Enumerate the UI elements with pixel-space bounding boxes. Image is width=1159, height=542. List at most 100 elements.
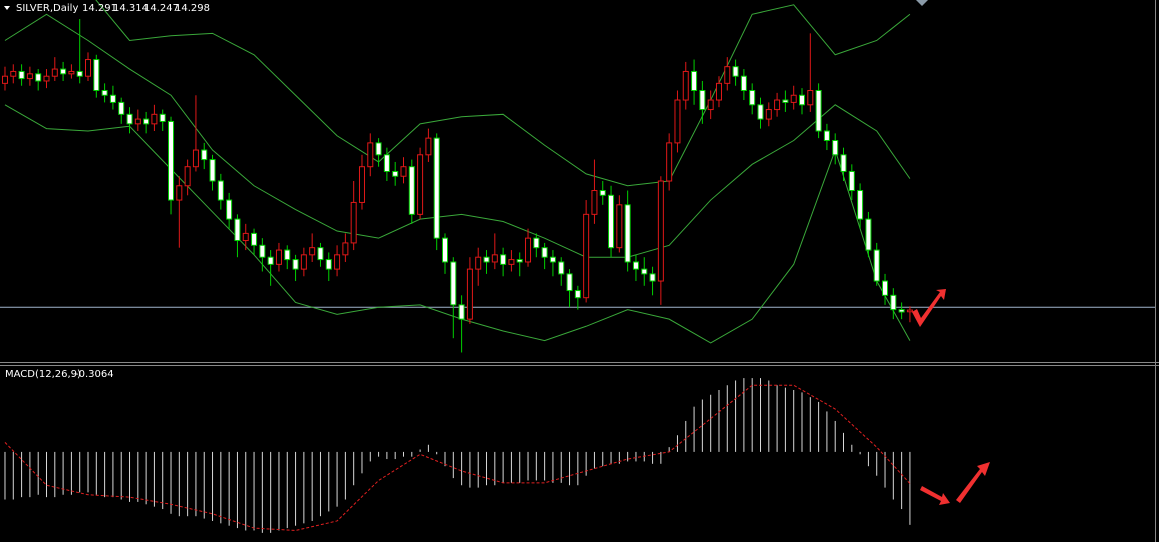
candle-body xyxy=(599,190,606,196)
dropdown-icon[interactable] xyxy=(4,6,10,10)
symbol-title: SILVER,Daily xyxy=(16,3,78,14)
candle-body xyxy=(159,113,166,122)
candle-body xyxy=(358,166,365,203)
candle-body xyxy=(309,247,316,256)
candle-body xyxy=(674,99,681,144)
bollinger-band xyxy=(4,13,911,258)
candle-body xyxy=(475,256,482,270)
macd-panel xyxy=(4,378,911,533)
candle-body xyxy=(342,242,349,256)
candle-body xyxy=(848,170,855,192)
candle-body xyxy=(823,130,830,142)
price-panel xyxy=(0,0,1156,353)
arrow xyxy=(912,289,946,327)
candle-body xyxy=(275,249,282,265)
candle-body xyxy=(732,66,739,77)
candle-body xyxy=(624,204,631,263)
candle-body xyxy=(699,90,706,111)
candle-body xyxy=(882,280,889,296)
candle-body xyxy=(126,113,133,125)
candle-body xyxy=(491,254,498,263)
candle-body xyxy=(757,104,764,120)
candle-body xyxy=(442,237,449,263)
candle-body xyxy=(209,159,216,182)
candle-body xyxy=(691,70,698,91)
candle-body xyxy=(367,142,374,168)
candle-body xyxy=(765,109,772,120)
candle-body xyxy=(176,185,183,201)
candle-body xyxy=(1,75,8,84)
candle-body xyxy=(300,254,307,270)
high-price: 14.314 xyxy=(113,3,148,14)
candle-body xyxy=(18,70,25,80)
candle-body xyxy=(350,201,357,244)
signal-line xyxy=(4,384,911,531)
candle-body xyxy=(143,118,150,125)
candle-body xyxy=(151,113,158,125)
candle-body xyxy=(873,249,880,282)
candle-body xyxy=(334,254,341,270)
candle-body xyxy=(707,99,714,111)
candle-body xyxy=(533,237,540,249)
candle-body xyxy=(68,70,75,75)
candle-body xyxy=(641,268,648,275)
candle-body xyxy=(516,259,523,263)
candle-body xyxy=(715,82,722,101)
candle-body xyxy=(433,137,440,239)
candle-body xyxy=(325,259,332,270)
candle-body xyxy=(251,232,258,246)
low-price: 14.247 xyxy=(144,3,179,14)
candle-body xyxy=(807,90,814,106)
candle-body xyxy=(217,180,224,201)
candle-body xyxy=(226,199,233,220)
candle-body xyxy=(408,166,415,215)
candle-body xyxy=(450,261,457,306)
candle-body xyxy=(242,232,249,242)
candle-body xyxy=(259,244,266,258)
candle-body xyxy=(724,66,731,84)
arrow xyxy=(956,462,990,503)
macd-value: -0.3064 xyxy=(75,369,114,380)
open-price: 14.291 xyxy=(82,3,117,14)
candle-body xyxy=(832,140,839,156)
arrow xyxy=(920,486,950,505)
close-price: 14.298 xyxy=(175,3,210,14)
candle-body xyxy=(865,218,872,251)
candle-body xyxy=(857,190,864,220)
candle-body xyxy=(184,166,191,187)
candle-body xyxy=(574,290,581,299)
candle-body xyxy=(192,149,199,168)
candle-body xyxy=(583,213,590,299)
candle-body xyxy=(466,268,473,320)
candle-body xyxy=(109,94,116,103)
bollinger-band xyxy=(95,0,911,187)
candle-body xyxy=(93,59,100,91)
candle-body xyxy=(51,68,58,77)
candle-body xyxy=(392,170,399,177)
candle-body xyxy=(815,90,822,132)
candle-body xyxy=(317,247,324,261)
candle-body xyxy=(85,59,92,77)
candle-body xyxy=(890,294,897,311)
candle-body xyxy=(101,90,108,96)
candle-body xyxy=(666,142,673,182)
candle-body xyxy=(118,101,125,115)
candle-body xyxy=(201,149,208,161)
macd-title: MACD(12,26,9) xyxy=(5,369,81,380)
candle-body xyxy=(782,99,789,103)
candle-body xyxy=(508,259,515,265)
candle-body xyxy=(267,256,274,265)
candle-body xyxy=(790,94,797,103)
candle-body xyxy=(234,218,241,242)
candle-body xyxy=(566,273,573,292)
candle-body xyxy=(10,70,17,77)
candle-body xyxy=(906,309,913,313)
candle-body xyxy=(500,254,507,265)
candle-body xyxy=(76,70,83,77)
candle-body xyxy=(632,261,639,270)
candle-body xyxy=(682,70,689,101)
candle-body xyxy=(425,137,432,156)
